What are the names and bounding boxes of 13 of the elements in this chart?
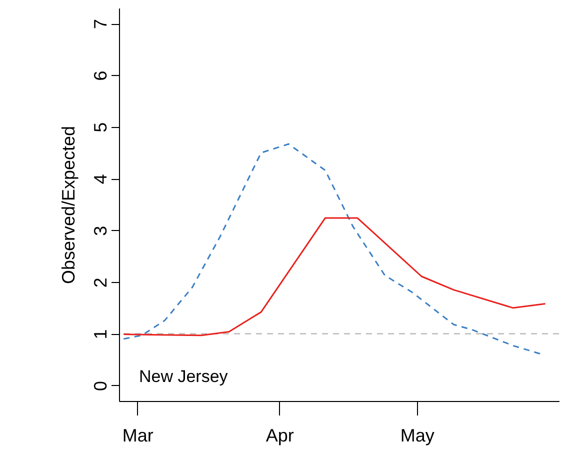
- y-tick-label: 1: [90, 329, 110, 340]
- y-tick-label: 4: [90, 174, 110, 184]
- x-tick-label: Apr: [266, 426, 294, 446]
- y-tick-label: 0: [90, 380, 110, 391]
- annotation: New Jersey: [139, 367, 228, 386]
- y-tick-label: 2: [90, 278, 110, 288]
- y-tick-label: 3: [90, 226, 110, 236]
- y-tick-label: 7: [90, 19, 110, 30]
- y-tick-label: 5: [90, 122, 110, 132]
- y-tick-label: 6: [90, 70, 110, 81]
- x-tick-label: Mar: [122, 426, 154, 446]
- y-axis-title: Observed/Expected: [58, 126, 78, 284]
- x-tick-label: May: [400, 426, 434, 446]
